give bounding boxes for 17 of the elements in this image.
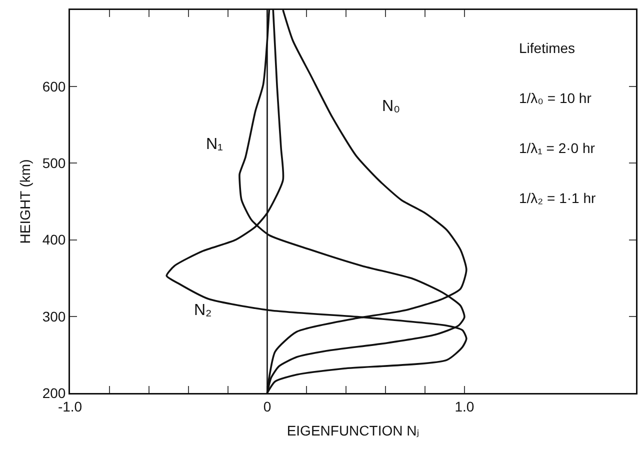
annotation: 1/λ₂ = 1·1 hr bbox=[519, 190, 596, 206]
y-axis-title: HEIGHT (km) bbox=[17, 159, 34, 244]
series-label: N₁ bbox=[206, 136, 223, 153]
annotation: Lifetimes bbox=[519, 40, 576, 56]
x-tick-label: -1.0 bbox=[58, 398, 82, 414]
y-tick-label: 600 bbox=[42, 78, 66, 94]
annotation: 1/λ₀ = 10 hr bbox=[519, 90, 592, 106]
y-tick-label: 200 bbox=[42, 384, 66, 401]
x-tick-label: 0 bbox=[263, 398, 272, 414]
series-label: N₂ bbox=[194, 302, 212, 319]
x-axis-title: EIGENFUNCTION Nⱼ bbox=[286, 422, 420, 438]
x-tick-label: 1.0 bbox=[454, 398, 474, 414]
annotation: 1/λ₁ = 2·0 hr bbox=[519, 140, 596, 156]
y-tick-label: 300 bbox=[42, 308, 66, 324]
text: N₀ bbox=[382, 98, 400, 115]
y-tick-label: 400 bbox=[42, 232, 66, 248]
y-tick-label: 500 bbox=[42, 155, 66, 172]
